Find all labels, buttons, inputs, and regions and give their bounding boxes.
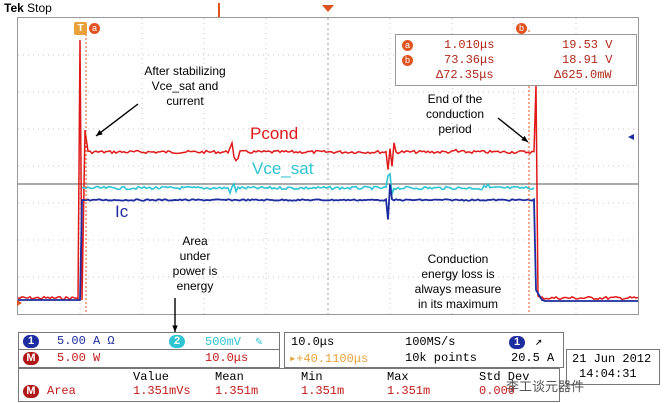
meas-value: 1.351mVs (133, 384, 191, 398)
meas-header-max: Max (387, 370, 409, 384)
vce-sat-trace (81, 172, 535, 196)
right-level-marker (628, 134, 634, 140)
datetime-panel: 21 Jun 2012 14:04:31 (566, 349, 660, 385)
time-text: 14:04:31 (579, 367, 637, 381)
trigger-level: 20.5 A (511, 351, 555, 365)
cursor-b-time: 73.36μs (444, 53, 495, 67)
meas-max: 1.351m (387, 384, 431, 398)
vce-sat-label: Vce_sat (252, 159, 314, 178)
math-time: 10.0μs (205, 351, 249, 365)
meas-badge[interactable]: M (23, 385, 39, 398)
record-length: 10k points (405, 351, 478, 365)
trigger-slope-icon: ↗ (535, 335, 543, 349)
meas-header-value: Value (133, 370, 170, 384)
meas-stddev: 0.000 (479, 384, 516, 398)
watermark: 李工谈元器件 (506, 379, 585, 394)
cursor-b-marker[interactable]: b (516, 23, 527, 34)
measurement-panel[interactable]: Value Mean Min Max Std Dev M Area 1.351m… (18, 368, 560, 402)
trigger-delay: ▸+40.1100μs (289, 352, 369, 366)
annotation-loss: Conduction energy loss is always measure… (414, 252, 502, 311)
math-ground-marker (17, 300, 22, 306)
ic-trace (18, 184, 638, 302)
ic-label: Ic (115, 202, 129, 221)
horizontal-center-marker (322, 5, 334, 12)
cursor-a-time: 1.010μs (444, 38, 495, 52)
status-text: Tek Stop (4, 1, 52, 15)
pcond-trace (17, 39, 639, 301)
arrow-end-conduction-head (521, 135, 528, 142)
top-bar: Tek Stop (0, 0, 665, 18)
trigger-source-badge[interactable]: 1 (509, 336, 525, 349)
pcond-label: Pcond (250, 124, 299, 143)
annotation-area: Area under power is energy (172, 234, 218, 293)
cursor-a-icon: a (402, 40, 413, 51)
meas-header-stddev: Std Dev (479, 370, 530, 384)
math-scale: 5.00 W (57, 351, 101, 365)
meas-label: Area (47, 384, 76, 398)
meas-min: 1.351m (301, 384, 345, 398)
arrow-area-head (172, 325, 178, 332)
meas-header-mean: Mean (215, 370, 244, 384)
ch2-badge[interactable]: 2 (169, 335, 185, 348)
trigger-marker[interactable]: T (74, 22, 87, 35)
math-panel[interactable]: M 5.00 W 10.0μs (18, 349, 280, 368)
ch1-badge[interactable]: 1 (23, 335, 39, 348)
cursor-delta-value: Δ625.0mW (554, 68, 612, 82)
timebase-panel[interactable]: 10.0μs 100MS/s ▸+40.1100μs 10k points 1 … (284, 332, 564, 368)
horizontal-scale: 10.0μs (291, 335, 335, 349)
cursor-a-value: 19.53 V (562, 38, 613, 52)
cursor-delta-time: Δ72.35μs (436, 68, 494, 82)
sample-rate: 100MS/s (405, 335, 456, 349)
meas-header-min: Min (301, 370, 323, 384)
arrow-stabilizing-head (96, 129, 103, 136)
annotation-end-conduction: End of the conduction period (425, 92, 485, 136)
ch2-scale: 500mV ✎ (205, 335, 263, 349)
cursor-readout: a 1.010μs 19.53 V b 73.36μs 18.91 V Δ72.… (395, 34, 637, 86)
annotation-stabilizing: After stabilizing Vce_sat and current (144, 64, 226, 108)
date-text: 21 Jun 2012 (572, 352, 652, 366)
cursor-b-value: 18.91 V (562, 53, 613, 67)
math-badge[interactable]: M (23, 352, 39, 365)
meas-mean: 1.351m (215, 384, 259, 398)
cursor-b-icon: b (402, 55, 413, 66)
channel-panel[interactable]: 1 5.00 A Ω 2 500mV ✎ (18, 332, 280, 351)
arrow-stabilizing (95, 103, 139, 137)
cursor-a-marker[interactable]: a (89, 23, 100, 34)
ch1-scale: 5.00 A Ω (57, 334, 115, 348)
